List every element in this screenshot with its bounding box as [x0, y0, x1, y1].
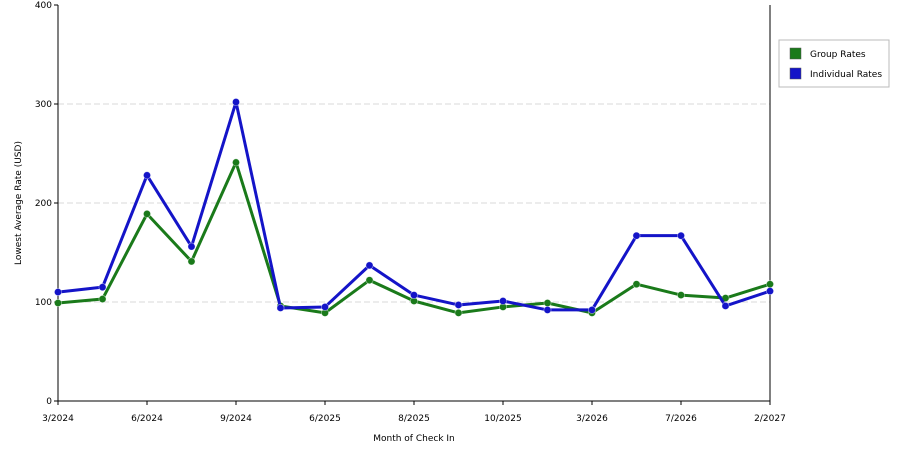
legend-swatch	[789, 67, 802, 80]
x-tick-label: 6/2024	[131, 414, 163, 424]
data-point	[677, 291, 685, 299]
data-point	[98, 295, 107, 303]
x-tick-label: 3/2024	[42, 414, 74, 424]
x-axis-title: Month of Check In	[373, 434, 455, 444]
series-line	[57, 160, 771, 315]
y-tick-label: 200	[35, 199, 52, 209]
data-point	[632, 231, 641, 240]
data-point	[632, 280, 641, 289]
x-tick-label: 7/2026	[665, 414, 697, 424]
data-point	[143, 171, 151, 180]
y-axis-ticks: 0 100 200 300 400	[35, 1, 58, 407]
data-point	[410, 291, 418, 299]
y-tick-label: 0	[46, 397, 52, 407]
data-point	[321, 303, 329, 311]
data-point	[365, 276, 374, 285]
data-point	[766, 287, 774, 296]
data-point	[187, 257, 196, 266]
data-point	[54, 299, 62, 307]
x-axis-ticks: 3/2024 6/2024 9/2024 6/2025 8/2025 10/2025 3/2…	[42, 401, 786, 424]
data-point	[721, 302, 730, 310]
data-point	[454, 301, 463, 309]
y-axis-title: Lowest Average Rate (USD)	[14, 141, 24, 265]
data-point	[454, 308, 463, 317]
y-tick-label: 300	[35, 100, 52, 110]
series-group-rates	[54, 158, 774, 317]
data-point	[98, 283, 107, 292]
data-point	[543, 306, 552, 314]
series-lines	[54, 98, 774, 317]
series-line	[57, 100, 771, 312]
x-tick-label: 2/2027	[754, 414, 786, 424]
data-point	[276, 304, 285, 312]
data-point	[143, 209, 151, 218]
legend-label: Group Rates	[810, 50, 866, 60]
y-tick-label: 400	[35, 1, 52, 11]
series-individual-rates	[54, 98, 774, 314]
data-point	[187, 242, 196, 251]
legend-label: Individual Rates	[810, 70, 882, 80]
data-point	[588, 306, 596, 314]
legend-swatch	[789, 47, 802, 60]
data-point	[54, 288, 62, 296]
data-point	[232, 158, 240, 167]
x-tick-label: 8/2025	[398, 414, 430, 424]
x-tick-label: 6/2025	[309, 414, 341, 424]
x-tick-label: 9/2024	[220, 414, 252, 424]
data-point	[766, 280, 774, 289]
x-tick-label: 10/2025	[484, 414, 521, 424]
y-tick-label: 100	[35, 298, 52, 308]
x-tick-label: 3/2026	[576, 414, 608, 424]
data-point	[232, 98, 240, 106]
data-point	[677, 231, 685, 240]
data-point	[365, 261, 374, 270]
data-point	[499, 297, 507, 305]
legend: Group Rates Individual Rates	[778, 39, 890, 88]
data-point	[543, 299, 552, 307]
